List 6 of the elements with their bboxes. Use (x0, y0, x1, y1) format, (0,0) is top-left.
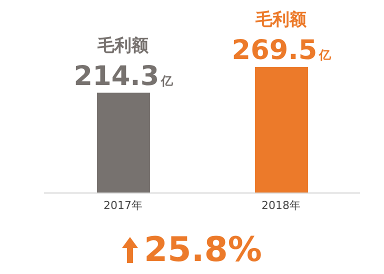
data-label: 269.5亿 (232, 35, 332, 66)
x-tick-label: 2018年 (262, 198, 300, 212)
x-tick-label: 2017年 (104, 198, 142, 212)
text: 25.8% (144, 230, 262, 270)
annotation: 毛利额 (254, 10, 308, 30)
annotation: 毛利额 (96, 36, 150, 56)
